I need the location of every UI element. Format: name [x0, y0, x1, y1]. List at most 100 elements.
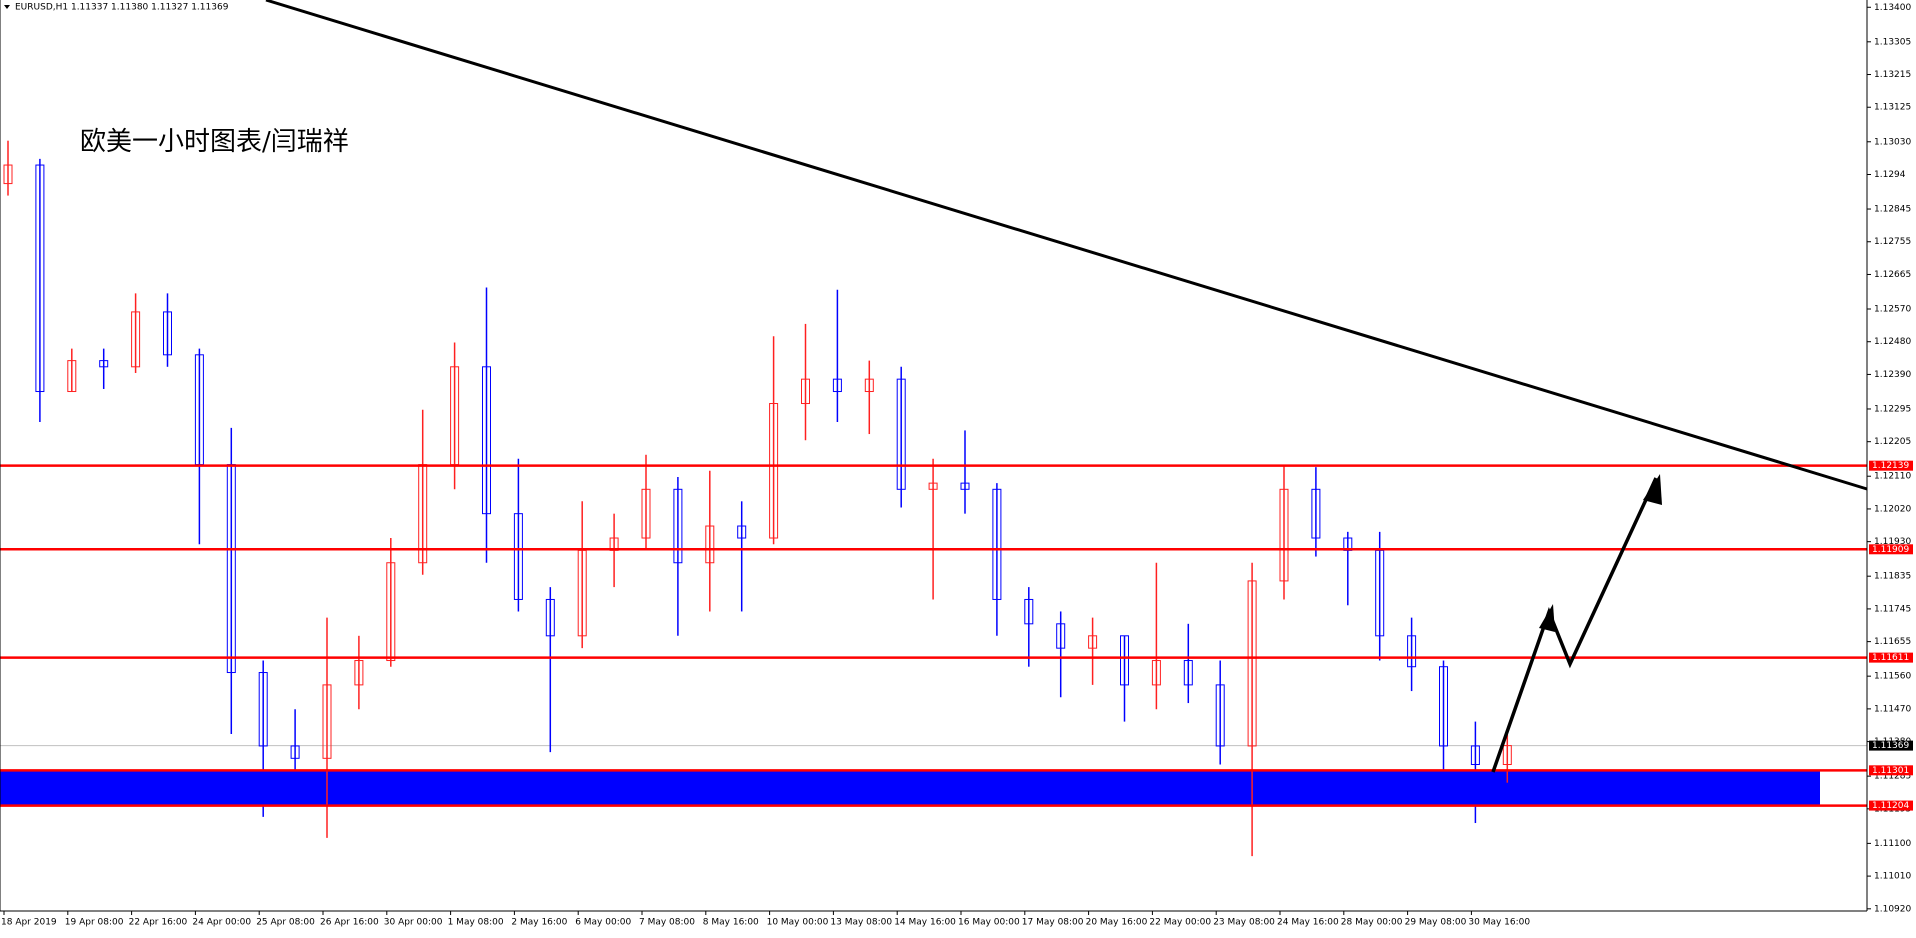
x-tick-label: 1 May 08:00	[448, 918, 504, 928]
zone-edge-label: 1.11301	[1872, 766, 1909, 776]
support-zone	[0, 770, 1820, 806]
bar-body	[131, 311, 141, 368]
x-tick-label: 20 May 16:00	[1086, 918, 1148, 928]
bar-body	[1024, 598, 1034, 625]
x-tick-label: 22 Apr 16:00	[129, 918, 188, 928]
x-tick-label: 30 Apr 00:00	[384, 918, 443, 928]
bar-body	[1151, 660, 1161, 686]
y-tick-label: 1.11470	[1874, 704, 1911, 714]
bar-body	[1056, 623, 1066, 649]
level-label: 1.11611	[1872, 653, 1909, 663]
plot-layer: 1.13400 1.13305 1.13215 1.13125 1.13030 1.129…	[0, 3, 1911, 928]
level-box	[1869, 460, 1913, 471]
zone-edge-box	[1869, 800, 1913, 811]
y-tick-label: 1.11100	[1874, 839, 1911, 849]
x-tick-label: 18 Apr 2019	[1, 918, 57, 928]
x-tick-label: 17 May 08:00	[1022, 918, 1084, 928]
bar-body	[705, 525, 715, 564]
bar-body	[1247, 580, 1257, 747]
bar-body	[801, 378, 810, 405]
x-tick-label: 8 May 16:00	[703, 918, 759, 928]
y-tick-label: 1.12295	[1874, 404, 1911, 414]
y-tick-label: 1.12390	[1874, 370, 1911, 380]
y-tick-label: 1.13400	[1874, 3, 1911, 13]
y-tick-label: 1.11560	[1874, 672, 1911, 682]
bar-body	[163, 311, 172, 356]
bar-body	[1311, 488, 1321, 539]
x-tick-label: 28 May 00:00	[1341, 918, 1403, 928]
x-tick-label: 29 May 08:00	[1405, 918, 1467, 928]
y-tick-label: 1.12480	[1874, 337, 1911, 347]
y-tick-label: 1.13215	[1874, 70, 1911, 80]
y-tick-label: 1.11655	[1874, 637, 1911, 647]
bar-body	[3, 164, 13, 185]
chart-header: EURUSD,H1 1.11337 1.11380 1.11327 1.1136…	[15, 3, 229, 13]
bar-body	[35, 164, 45, 393]
bar-body	[354, 660, 364, 686]
bar-body	[1088, 635, 1098, 649]
x-tick-label: 19 Apr 08:00	[65, 918, 124, 928]
bar-body	[258, 672, 268, 747]
bar-body	[322, 684, 332, 759]
bar-body	[290, 745, 300, 759]
bar-body	[673, 488, 683, 564]
last-price-box	[1869, 740, 1913, 751]
bar-body	[960, 482, 970, 490]
y-tick-label: 1.12665	[1874, 270, 1911, 280]
x-tick-label: 24 May 16:00	[1277, 918, 1339, 928]
y-tick-label: 1.1294	[1874, 170, 1906, 180]
y-tick-label: 1.12020	[1874, 504, 1911, 514]
bar-body	[545, 598, 555, 637]
level-box	[1869, 652, 1913, 663]
y-tick-label: 1.10920	[1874, 904, 1911, 914]
y-tick-label: 1.11010	[1874, 872, 1911, 882]
zone-edge-box	[1869, 765, 1913, 776]
zone-edge-label: 1.11204	[1872, 801, 1909, 811]
x-tick-label: 24 Apr 00:00	[192, 918, 251, 928]
x-tick-label: 23 May 08:00	[1213, 918, 1275, 928]
bar-body	[769, 403, 779, 539]
level-label: 1.12139	[1872, 461, 1909, 471]
annotation: 欧美一小时图表/闫瑞祥	[80, 127, 349, 157]
x-tick-label: 7 May 08:00	[639, 918, 695, 928]
x-tick-label: 25 Apr 08:00	[256, 918, 315, 928]
y-tick-label: 1.11930	[1874, 537, 1911, 547]
y-tick-label: 1.12110	[1874, 472, 1911, 482]
bar-body	[1439, 666, 1448, 747]
bar-body	[386, 562, 396, 662]
bar-body	[1470, 745, 1480, 765]
y-tick-label: 1.11745	[1874, 604, 1911, 614]
bar-body	[737, 525, 747, 539]
bar-body	[1279, 488, 1289, 582]
y-tick-label: 1.11285	[1874, 772, 1911, 782]
bar-body	[482, 366, 491, 515]
x-tick-label: 26 Apr 16:00	[320, 918, 379, 928]
y-tick-label: 1.13305	[1874, 37, 1911, 47]
bar-body	[1502, 745, 1512, 765]
x-tick-label: 30 May 16:00	[1468, 918, 1530, 928]
y-tick-label: 1.12755	[1874, 237, 1911, 247]
bar-body	[1407, 635, 1417, 668]
bar-body	[641, 488, 651, 539]
bar-body	[864, 378, 874, 393]
x-tick-label: 6 May 00:00	[575, 918, 631, 928]
arrow-head	[1539, 604, 1555, 632]
x-tick-label: 16 May 00:00	[958, 918, 1020, 928]
bar-body	[928, 482, 938, 490]
bar-body	[1183, 660, 1193, 686]
bar-body	[99, 360, 109, 368]
x-tick-label: 10 May 00:00	[767, 918, 829, 928]
bar-body	[1215, 684, 1225, 747]
forecast-arrow-path	[1491, 477, 1658, 773]
x-tick-label: 14 May 16:00	[894, 918, 956, 928]
y-tick-label: 1.12845	[1874, 205, 1911, 215]
level-box	[1869, 544, 1913, 555]
y-tick-label: 1.13030	[1874, 137, 1911, 147]
y-tick-label: 1.12570	[1874, 304, 1911, 314]
bar-body	[832, 378, 842, 393]
trend-line	[265, 0, 1868, 491]
arrow-head	[1643, 474, 1662, 505]
bar-body	[992, 488, 1002, 600]
